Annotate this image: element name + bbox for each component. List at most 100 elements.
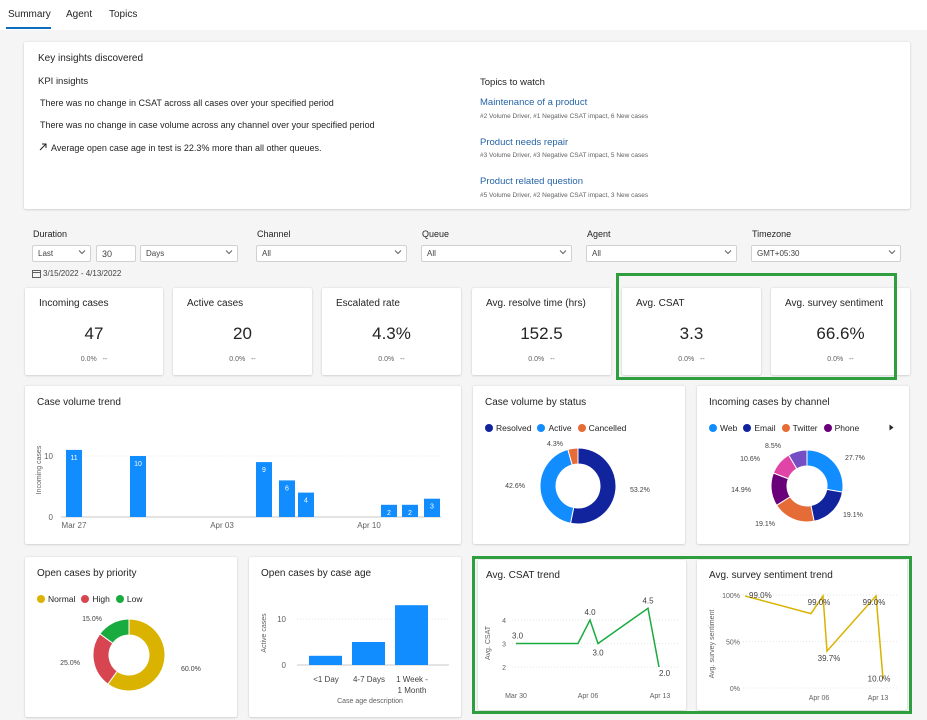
tab-bar: Summary Agent Topics	[0, 0, 927, 30]
legend-next-arrow-icon[interactable]	[888, 424, 895, 431]
slice-label: 10.6%	[740, 456, 760, 463]
kpi-title: Avg. resolve time (hrs)	[486, 298, 586, 309]
bar	[395, 605, 428, 665]
kpi-card-avg-csat[interactable]: Avg. CSAT 3.3 0.0% --	[622, 288, 761, 375]
slice-label: 15.0%	[82, 616, 102, 623]
donut-slice	[806, 449, 844, 493]
kpi-card-avg-survey-sentiment[interactable]: Avg. survey sentiment 66.6% 0.0% --	[771, 288, 910, 375]
x-tick-label: Mar 30	[505, 693, 527, 700]
donut-slice	[569, 447, 617, 525]
incoming-cases-by-channel-card: Incoming cases by channel Web Email Twit…	[697, 386, 909, 544]
kpi-change-percent: 0.0%	[678, 356, 695, 363]
channel-value: All	[262, 249, 271, 258]
kpi-card-active-cases[interactable]: Active cases 20 0.0% --	[173, 288, 312, 375]
bar	[381, 504, 397, 517]
tab-summary[interactable]: Summary	[8, 9, 51, 20]
case-age-bar-chart: 0 10 Active cases <1 Day 4-7 Days 1 Week - 1 M…	[261, 605, 449, 705]
queue-select[interactable]: All	[421, 245, 572, 262]
open-cases-by-priority-card: Open cases by priority Normal High Low 6…	[25, 557, 237, 717]
tab-topics[interactable]: Topics	[109, 9, 138, 20]
kpi-change-trend: --	[849, 356, 854, 363]
slice-label: 19.1%	[755, 521, 775, 528]
chevron-down-icon	[225, 250, 233, 255]
bar-value-label: 10	[134, 461, 142, 468]
channel-select[interactable]: All	[256, 245, 407, 262]
kpi-change: 0.0% --	[322, 356, 461, 363]
point-label: 2.0	[659, 669, 671, 678]
topic-link-3[interactable]: Product related question	[480, 176, 583, 187]
sentiment-line	[744, 593, 884, 679]
kpi-insight-2: There was no change in case volume acros…	[40, 120, 375, 130]
kpi-change-trend: --	[700, 356, 705, 363]
y-axis-label: Avg. CSAT	[485, 625, 492, 660]
bar-value-label: 3	[430, 504, 434, 511]
point-label: 3.0	[592, 649, 604, 658]
kpi-title: Escalated rate	[336, 298, 400, 309]
chevron-down-icon	[78, 250, 86, 255]
slice-label: 60.0%	[181, 666, 201, 673]
insights-card: Key insights discovered KPI insights The…	[24, 42, 910, 209]
kpi-change: 0.0% --	[771, 356, 910, 363]
kpi-title: Active cases	[187, 298, 244, 309]
point-label: 3.0	[512, 632, 524, 641]
legend-label: Twitter	[792, 423, 818, 433]
bar	[256, 462, 272, 517]
legend-dot	[743, 424, 752, 432]
duration-mode-value: Last	[38, 249, 54, 258]
active-tab-indicator	[6, 27, 51, 29]
x-tick-label: 1 Week -	[396, 675, 428, 684]
queue-label: Queue	[422, 229, 450, 239]
tab-agent[interactable]: Agent	[66, 9, 93, 20]
kpi-change: 0.0% --	[472, 356, 611, 363]
legend-dot	[81, 595, 90, 603]
bar-value-label: 6	[285, 485, 289, 492]
timezone-select[interactable]: GMT+05:30	[751, 245, 901, 262]
bar-value-label: 4	[304, 498, 308, 505]
kpi-card-incoming-cases[interactable]: Incoming cases 47 0.0% --	[25, 288, 163, 375]
bar	[402, 504, 418, 517]
y-tick-label: 0%	[730, 686, 740, 693]
bar-value-label: 2	[408, 510, 412, 517]
chevron-down-icon	[394, 250, 402, 255]
legend-label: Resolved	[496, 423, 532, 433]
duration-value-input[interactable]: 30	[96, 245, 136, 262]
point-label: 4.0	[584, 608, 596, 617]
duration-label: Duration	[33, 229, 68, 239]
point-label: 39.7%	[818, 654, 841, 663]
agent-select[interactable]: All	[586, 245, 737, 262]
legend-label: Cancelled	[588, 423, 627, 433]
topic-link-1[interactable]: Maintenance of a product	[480, 97, 588, 108]
donut-slice	[99, 618, 130, 644]
legend-dot	[37, 595, 45, 603]
duration-unit-select[interactable]: Days	[140, 245, 238, 262]
duration-mode-select[interactable]: Last	[32, 245, 91, 262]
legend-label: Low	[126, 594, 143, 604]
bar-value-label: 2	[387, 510, 391, 517]
kpi-title: Avg. survey sentiment	[785, 298, 884, 309]
kpi-change-percent: 0.0%	[528, 356, 545, 363]
kpi-card-escalated-rate[interactable]: Escalated rate 4.3% 0.0% --	[322, 288, 461, 375]
topic-detail-3: #5 Volume Driver, #2 Negative CSAT impac…	[480, 192, 649, 199]
priority-donut-chart: 60.0% 25.0% 15.0%	[60, 616, 201, 692]
y-axis-label: Avg. survey sentiment	[709, 610, 716, 679]
topic-link-2[interactable]: Product needs repair	[480, 137, 569, 148]
kpi-change: 0.0% --	[25, 356, 163, 363]
kpi-change-trend: --	[102, 356, 108, 363]
legend-dot	[537, 424, 546, 432]
priority-legend: Normal High Low	[37, 594, 142, 604]
x-tick-label: <1 Day	[313, 675, 339, 684]
kpi-insight-1: There was no change in CSAT across all c…	[40, 98, 334, 108]
legend-dot	[709, 424, 717, 432]
slice-label: 19.1%	[843, 512, 863, 519]
channel-legend: Web Email Twitter Phone	[709, 423, 859, 433]
open-cases-by-age-card: Open cases by case age 0 10 Active cases <1…	[249, 557, 461, 717]
bar	[424, 498, 440, 517]
kpi-value: 66.6%	[816, 324, 865, 343]
x-tick-label: Apr 06	[809, 695, 830, 702]
legend-label: Normal	[48, 594, 76, 604]
chart-title: Case volume by status	[485, 397, 587, 408]
kpi-card-avg-resolve-time[interactable]: Avg. resolve time (hrs) 152.5 0.0% --	[472, 288, 611, 375]
chart-title: Avg. CSAT trend	[486, 570, 560, 581]
bar-value-label: 11	[70, 455, 77, 462]
